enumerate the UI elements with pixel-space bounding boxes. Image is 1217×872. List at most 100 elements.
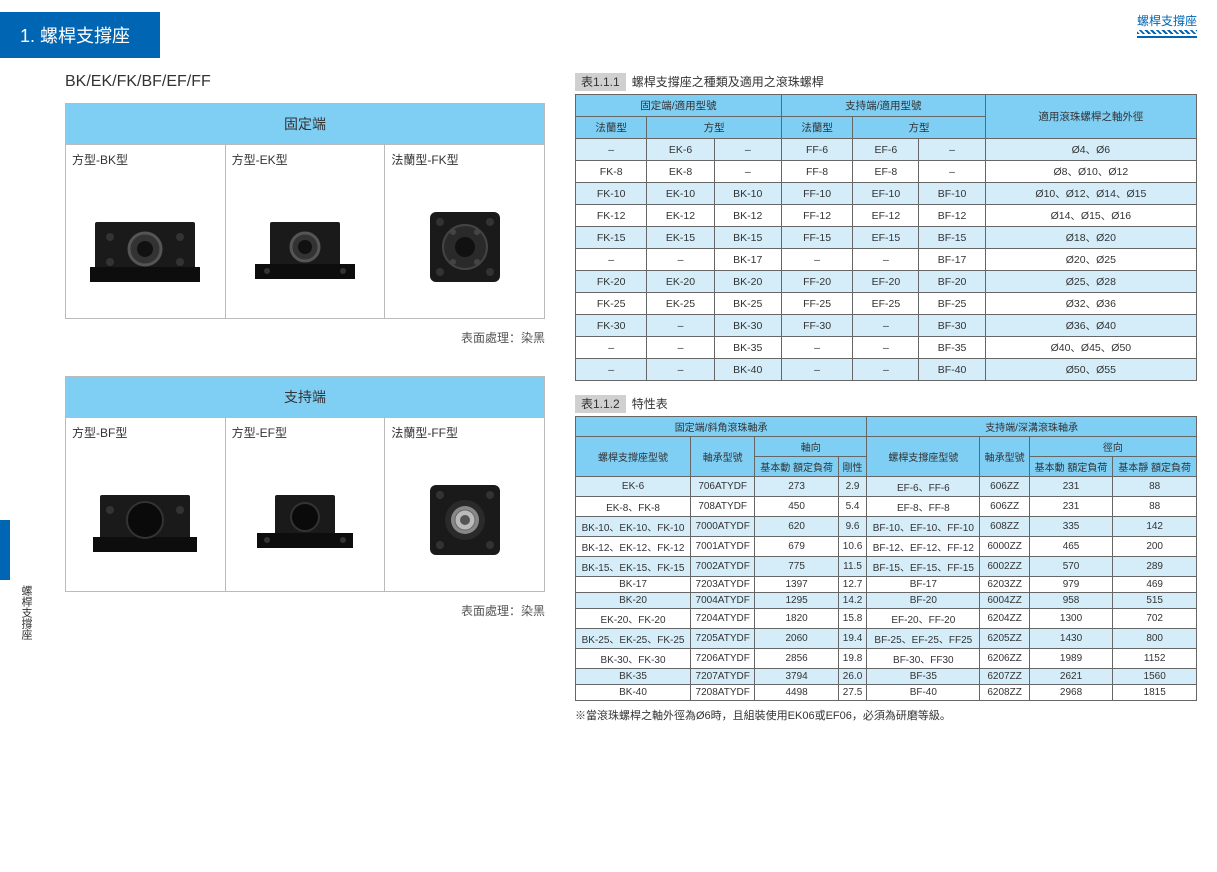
table-cell: 606ZZ — [980, 497, 1029, 517]
table-cell: 10.6 — [838, 537, 866, 557]
table-cell: EK-20、FK-20 — [576, 609, 691, 629]
table-cell: FK-12 — [576, 205, 647, 227]
table-cell: 608ZZ — [980, 517, 1029, 537]
table-cell: 7208ATYDF — [691, 685, 755, 701]
table-cell: 708ATYDF — [691, 497, 755, 517]
t2-hdr-top: 支持端/深溝滾珠軸承 — [867, 417, 1197, 437]
table-specs: 固定端/斜角滾珠軸承支持端/深溝滾珠軸承 螺桿支撐座型號軸承型號軸向螺桿支撐座型… — [575, 416, 1197, 701]
table-cell: – — [576, 337, 647, 359]
table-cell: 515 — [1113, 593, 1197, 609]
table-cell: 1560 — [1113, 669, 1197, 685]
table-cell: 6207ZZ — [980, 669, 1029, 685]
table-cell: 7002ATYDF — [691, 557, 755, 577]
table-cell: BF-10 — [919, 183, 985, 205]
table-row: BK-207004ATYDF129514.2BF-206004ZZ958515 — [576, 593, 1197, 609]
table-cell: 2856 — [755, 649, 839, 669]
table-cell: EF-6 — [853, 139, 919, 161]
table-cell: 6203ZZ — [980, 577, 1029, 593]
table-cell: BF-30、FF30 — [867, 649, 980, 669]
table-row: FK-15EK-15BK-15FF-15EF-15BF-15Ø18、Ø20 — [576, 227, 1197, 249]
t2-hdr-sub: 剛性 — [838, 457, 866, 477]
table-cell: BF-40 — [867, 685, 980, 701]
table-cell: EK-6 — [647, 139, 714, 161]
t2-hdr: 螺桿支撐座型號 — [576, 437, 691, 477]
table-row: FK-30–BK-30FF-30–BF-30Ø36、Ø40 — [576, 315, 1197, 337]
table-cell: – — [781, 359, 852, 381]
product-cell-ff: 法蘭型-FF型 — [385, 418, 544, 591]
table-cell: BF-25 — [919, 293, 985, 315]
t2-hdr-sub: 基本靜 額定負荷 — [1113, 457, 1197, 477]
table-cell: Ø20、Ø25 — [985, 249, 1196, 271]
product-image-ff — [391, 445, 538, 585]
table-cell: 1820 — [755, 609, 839, 629]
table-cell: 11.5 — [838, 557, 866, 577]
table-cell: EF-12 — [853, 205, 919, 227]
table-cell: BK-25、EK-25、FK-25 — [576, 629, 691, 649]
table-cell: Ø8、Ø10、Ø12 — [985, 161, 1196, 183]
table-cell: 2060 — [755, 629, 839, 649]
table-cell: 6004ZZ — [980, 593, 1029, 609]
product-label: 方型-EF型 — [232, 424, 379, 441]
table-cell: 775 — [755, 557, 839, 577]
side-vertical-text: 螺桿支撐座 — [18, 585, 34, 640]
table-cell: BF-25、EF-25、FF25 — [867, 629, 980, 649]
table-cell: BK-17 — [576, 577, 691, 593]
table-cell: Ø25、Ø28 — [985, 271, 1196, 293]
table-cell: EK-25 — [647, 293, 714, 315]
table-cell: Ø14、Ø15、Ø16 — [985, 205, 1196, 227]
table-cell: 702 — [1113, 609, 1197, 629]
table-cell: 5.4 — [838, 497, 866, 517]
table-cell: FF-30 — [781, 315, 852, 337]
table-cell: – — [576, 359, 647, 381]
table-cell: BK-15 — [714, 227, 781, 249]
table2-caption: 表1.1.2特性表 — [575, 395, 1197, 412]
table-cell: – — [853, 315, 919, 337]
table-cell: – — [576, 249, 647, 271]
table-cell: EF-8、FF-8 — [867, 497, 980, 517]
table-row: BK-407208ATYDF449827.5BF-406208ZZ2968181… — [576, 685, 1197, 701]
table-cell: EK-8 — [647, 161, 714, 183]
table-cell: 231 — [1029, 477, 1113, 497]
table-cell: – — [647, 315, 714, 337]
table-cell: BK-12、EK-12、FK-12 — [576, 537, 691, 557]
table-cell: 88 — [1113, 477, 1197, 497]
table-cell: 1397 — [755, 577, 839, 593]
table-cell: 4498 — [755, 685, 839, 701]
table-cell: FF-20 — [781, 271, 852, 293]
table-cell: 679 — [755, 537, 839, 557]
table-cell: 6208ZZ — [980, 685, 1029, 701]
table1-caption-num: 表1.1.1 — [575, 73, 626, 91]
table-cell: EK-8、FK-8 — [576, 497, 691, 517]
t1-hdr: 固定端/適用型號 — [576, 95, 782, 117]
table-cell: 7207ATYDF — [691, 669, 755, 685]
table-row: FK-25EK-25BK-25FF-25EF-25BF-25Ø32、Ø36 — [576, 293, 1197, 315]
table-cell: 469 — [1113, 577, 1197, 593]
table-cell: 2968 — [1029, 685, 1113, 701]
table-cell: – — [781, 249, 852, 271]
table-cell: 570 — [1029, 557, 1113, 577]
product-note: 表面處理：染黑 — [65, 329, 545, 346]
table-cell: Ø4、Ø6 — [985, 139, 1196, 161]
table-cell: EF-6、FF-6 — [867, 477, 980, 497]
table-cell: 450 — [755, 497, 839, 517]
table-cell: FF-12 — [781, 205, 852, 227]
table-cell: 6000ZZ — [980, 537, 1029, 557]
table2-caption-num: 表1.1.2 — [575, 395, 626, 413]
table-row: FK-12EK-12BK-12FF-12EF-12BF-12Ø14、Ø15、Ø1… — [576, 205, 1197, 227]
table-row: FK-20EK-20BK-20FF-20EF-20BF-20Ø25、Ø28 — [576, 271, 1197, 293]
product-box-support: 支持端 方型-BF型 方型-EF型 法蘭型-FF型 — [65, 376, 545, 592]
table-cell: BF-20 — [919, 271, 985, 293]
table-cell: EF-25 — [853, 293, 919, 315]
table-cell: EK-20 — [647, 271, 714, 293]
table-cell: Ø50、Ø55 — [985, 359, 1196, 381]
product-box-fixed: 固定端 方型-BK型 方型-EK型 法蘭型-FK型 — [65, 103, 545, 319]
table-cell: 12.7 — [838, 577, 866, 593]
product-cell-ek: 方型-EK型 — [226, 145, 386, 318]
table-cell: – — [781, 337, 852, 359]
product-box-header: 支持端 — [66, 377, 544, 418]
footnote: ※當滾珠螺桿之軸外徑為Ø6時，且組裝使用EK06或EF06，必須為研磨等級。 — [575, 707, 1197, 723]
table-cell: 6206ZZ — [980, 649, 1029, 669]
table-cell: BF-12 — [919, 205, 985, 227]
table-cell: BK-15、EK-15、FK-15 — [576, 557, 691, 577]
table-cell: – — [853, 249, 919, 271]
